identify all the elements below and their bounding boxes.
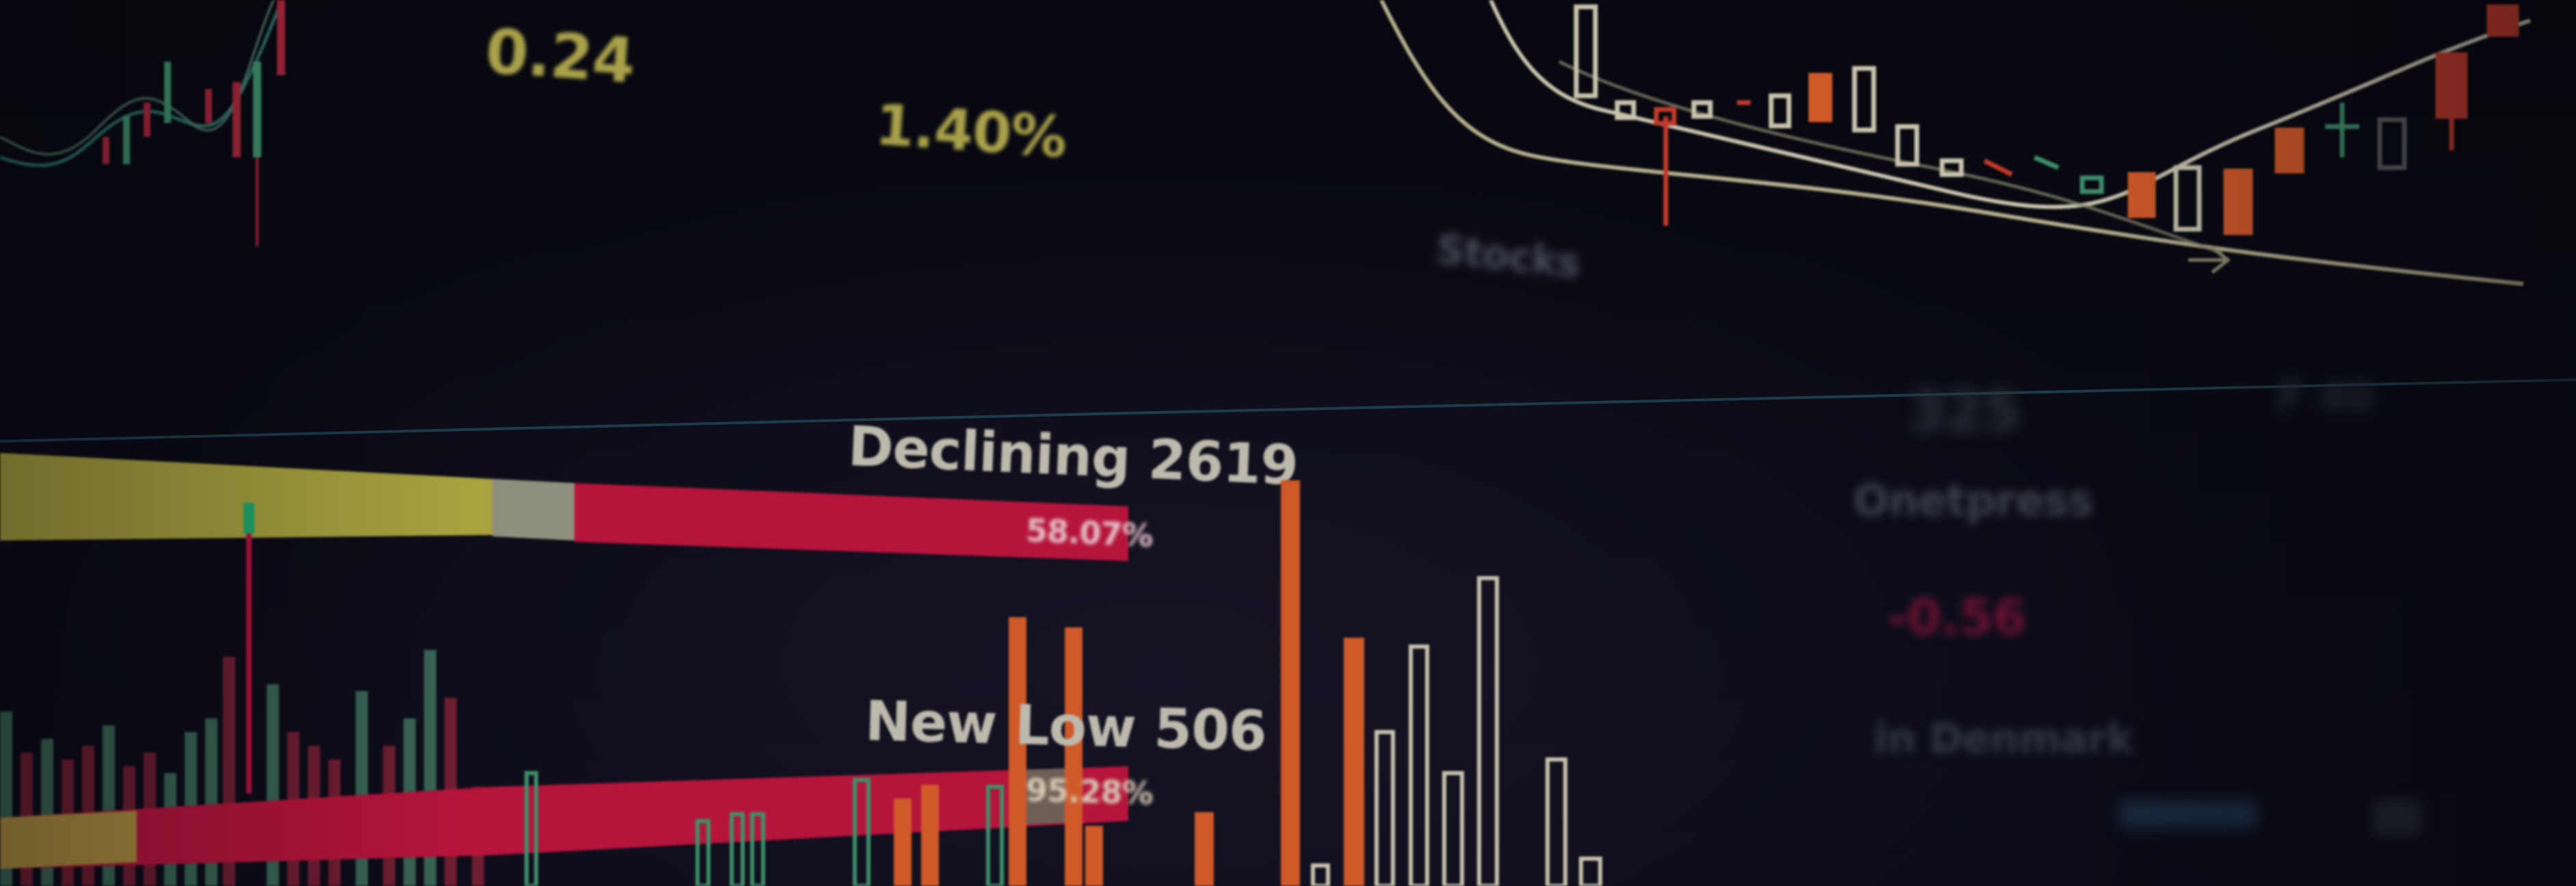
right-panel-subtitle: in Denmark bbox=[1874, 715, 2134, 763]
candles-right bbox=[1574, 4, 2519, 235]
arrow-marker bbox=[2188, 246, 2231, 274]
moving-average-line-2 bbox=[1489, 0, 2531, 209]
top-left-candles bbox=[103, 0, 285, 246]
middle-volume-bars bbox=[525, 480, 1602, 886]
moving-average-line-1 bbox=[1379, 0, 2524, 286]
right-number: 325 bbox=[1908, 380, 2021, 443]
right-number-2: F 40 bbox=[2277, 373, 2374, 421]
right-panel-label: Onetpress bbox=[1853, 475, 2093, 525]
right-panel-value: -0.56 bbox=[1887, 588, 2027, 646]
top-left-trend-line-2 bbox=[0, 0, 275, 156]
